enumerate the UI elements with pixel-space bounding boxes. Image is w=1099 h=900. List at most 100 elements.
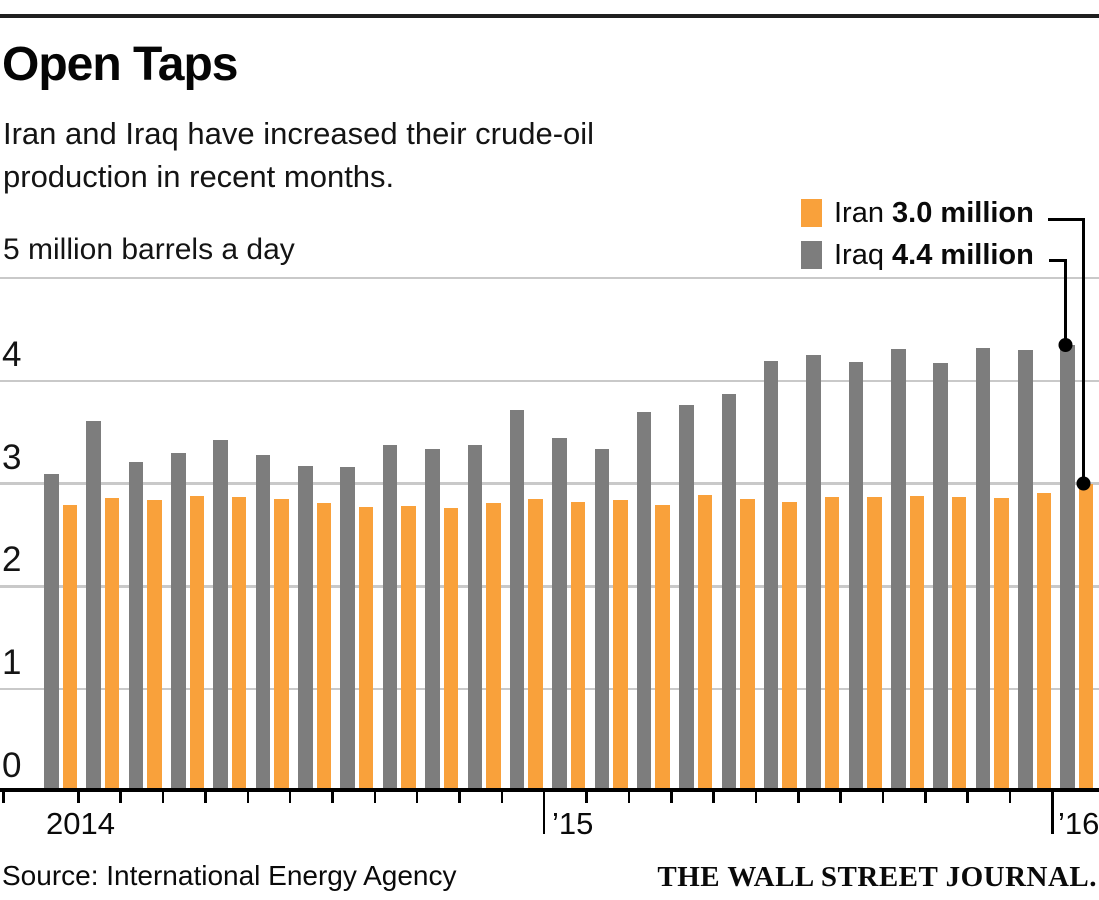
iraq-bar: [298, 466, 313, 792]
gridline-4: [0, 379, 1099, 383]
iraq-bar: [467, 444, 482, 792]
iran-bar: [147, 500, 162, 792]
iran-bar: [62, 505, 77, 792]
iraq-bar: [128, 462, 144, 792]
y-tick-label-0: 0: [2, 746, 22, 785]
gridline-5: [0, 276, 1099, 280]
iraq-bar: [509, 409, 525, 792]
month-tick: [670, 790, 673, 803]
legend-label-iran: Iran 3.0 million: [834, 197, 1034, 230]
iraq-bar: [1060, 344, 1075, 792]
iran-bar: [104, 497, 120, 792]
source-credit: Source: International Energy Agency: [2, 860, 457, 891]
iran-bar: [486, 503, 501, 792]
month-tick: [839, 790, 842, 803]
iraq-bar: [933, 363, 948, 792]
x-axis-line: [0, 788, 1099, 792]
month-tick: [1008, 790, 1012, 803]
iraq-bar: [763, 361, 779, 792]
iraq-bar: [891, 348, 906, 792]
legend-series-name: Iraq: [834, 238, 884, 271]
iraq-bar: [382, 444, 398, 792]
month-tick: [966, 790, 969, 803]
iran-bar: [401, 506, 416, 792]
legend-label-iraq: Iraq 4.4 million: [834, 239, 1034, 272]
year-boundary-tick: [1051, 790, 1054, 834]
month-tick: [204, 790, 207, 803]
legend-item-iran: Iran 3.0 million: [801, 197, 1034, 230]
iran-bar: [189, 495, 205, 792]
month-tick: [881, 790, 885, 803]
month-tick: [712, 790, 715, 803]
month-tick: [373, 790, 377, 803]
iran-bar: [1078, 483, 1094, 792]
x-axis-label-16: ’16: [1058, 806, 1099, 841]
month-tick: [500, 790, 504, 803]
iran-bar: [570, 502, 586, 792]
legend-series-value: 4.4 million: [892, 238, 1034, 271]
iran-bar: [316, 503, 332, 792]
iraq-bar: [1018, 349, 1033, 792]
subtitle-line-2: production in recent months.: [3, 159, 395, 194]
iran-bar: [528, 499, 543, 792]
month-tick: [77, 790, 80, 803]
iran-bar: [358, 507, 374, 792]
gridline-2: [0, 585, 1099, 588]
subtitle-line-1: Iran and Iraq have increased their crude…: [3, 116, 595, 151]
iran-bar: [909, 495, 924, 792]
iraq-bar: [636, 411, 652, 792]
iraq-bar: [255, 454, 271, 792]
year-boundary-tick: [542, 790, 546, 834]
y-tick-label-1: 1: [2, 643, 22, 683]
iraq-bar: [425, 448, 440, 792]
month-tick: [627, 790, 631, 803]
x-axis-label-15: ’15: [552, 806, 594, 841]
iraq-bar: [848, 362, 864, 792]
iraq-bar: [44, 474, 59, 792]
wsj-brand: THE WALL STREET JOURNAL.: [657, 861, 1097, 893]
iran-bar: [994, 497, 1009, 792]
x-axis-label-2014: 2014: [46, 806, 115, 841]
page-title: Open Taps: [2, 38, 238, 91]
iran-bar: [655, 505, 670, 792]
month-tick: [331, 790, 334, 803]
iran-bar: [231, 496, 247, 792]
gridline-3: [0, 482, 1099, 485]
iran-bar: [867, 496, 882, 792]
month-tick: [458, 790, 461, 803]
month-tick: [415, 790, 419, 803]
month-tick: [288, 790, 292, 803]
chart-subtitle: Iran and Iraq have increased their crude…: [3, 112, 594, 198]
y-tick-label-4: 4: [2, 334, 22, 374]
month-tick: [754, 790, 758, 803]
iran-bar: [443, 508, 459, 792]
iran-color-swatch: [801, 199, 822, 227]
legend-series-value: 3.0 million: [892, 196, 1034, 229]
iraq-bar: [552, 438, 567, 792]
iran-bar: [274, 499, 289, 792]
iraq-bar: [679, 405, 694, 792]
chart-legend: Iran 3.0 million Iraq 4.4 million: [801, 197, 1034, 283]
month-tick: [246, 790, 249, 803]
legend-series-name: Iran: [834, 196, 884, 229]
month-tick: [924, 790, 927, 803]
x-axis-start-tick: [2, 790, 5, 803]
iraq-bar: [213, 440, 228, 792]
iraq-bar: [171, 452, 186, 792]
iraq-bar: [340, 467, 355, 792]
iran-bar: [951, 496, 967, 792]
top-rule: [0, 14, 1099, 18]
month-tick: [797, 790, 800, 803]
iran-bar: [1036, 492, 1052, 792]
month-tick: [161, 790, 165, 803]
iran-bar: [697, 494, 713, 792]
iraq-bar: [806, 355, 821, 792]
iran-bar: [782, 502, 797, 792]
month-tick: [119, 790, 122, 803]
iraq-bar: [86, 420, 101, 792]
iraq-bar: [594, 448, 610, 792]
iran-bar: [613, 500, 628, 792]
y-tick-label-2: 2: [2, 540, 22, 580]
iraq-bar: [721, 394, 737, 792]
